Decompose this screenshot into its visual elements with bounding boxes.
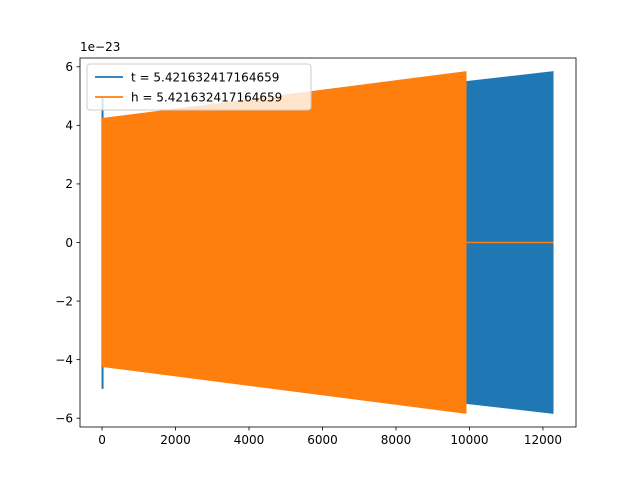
- y-tick-label: 2: [65, 177, 73, 191]
- x-tick-label: 4000: [234, 433, 265, 447]
- y-tick-label: −2: [55, 294, 73, 308]
- legend-box: [86, 63, 312, 111]
- series-h-band: [102, 71, 467, 414]
- y-offset-label: 1e−23: [80, 40, 120, 54]
- x-axis: 0 2000 4000 6000 8000 10000 12000: [98, 427, 562, 447]
- x-tick-label: 8000: [381, 433, 412, 447]
- y-tick-label: 4: [65, 119, 73, 133]
- legend-label: t = 5.421632417164659: [131, 70, 279, 84]
- legend-label: h = 5.421632417164659: [131, 90, 282, 104]
- x-tick-label: 0: [98, 433, 106, 447]
- x-tick-label: 6000: [307, 433, 338, 447]
- y-tick-label: 6: [65, 60, 73, 74]
- x-tick-label: 10000: [450, 433, 488, 447]
- y-tick-label: −4: [55, 353, 73, 367]
- legend: t = 5.421632417164659 h = 5.4216324171646…: [86, 63, 312, 111]
- y-tick-label: −6: [55, 412, 73, 426]
- x-tick-label: 2000: [160, 433, 191, 447]
- x-tick-label: 12000: [524, 433, 562, 447]
- y-axis: −6 −4 −2 0 2 4 6: [55, 60, 80, 426]
- y-tick-label: 0: [65, 236, 73, 250]
- plot-marks: [101, 71, 554, 414]
